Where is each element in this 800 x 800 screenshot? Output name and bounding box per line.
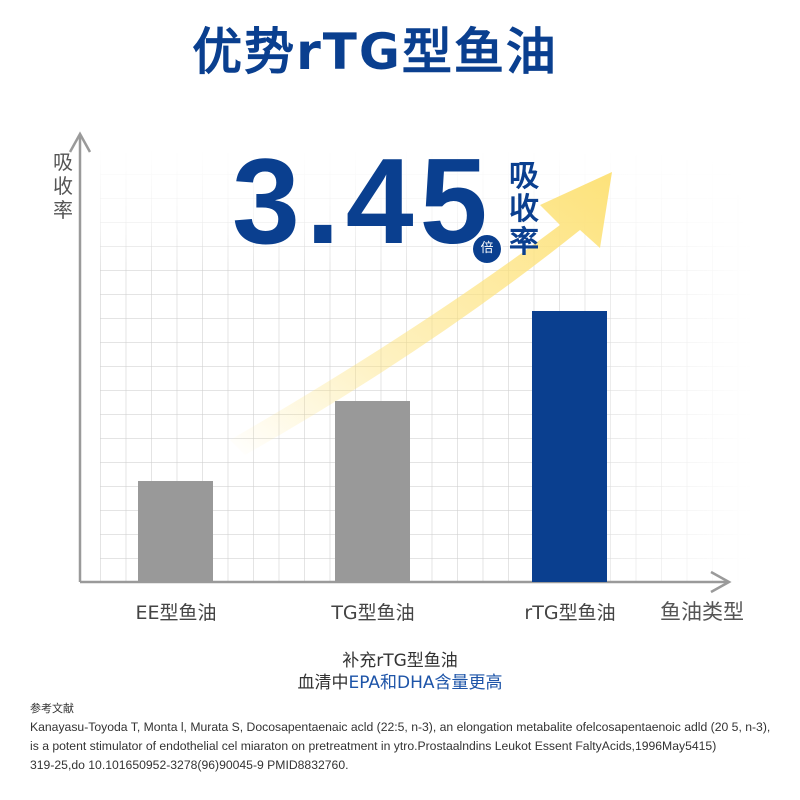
caption-epa: EPA bbox=[348, 673, 381, 693]
reference-line: 319-25,do 10.101650952-3278(96)90045-9 P… bbox=[30, 758, 349, 772]
y-axis-label-char: 率 bbox=[53, 198, 73, 222]
absorption-label-char: 吸 bbox=[509, 159, 539, 194]
y-axis-label-char: 吸 bbox=[53, 150, 73, 174]
caption-dha: DHA bbox=[397, 673, 435, 693]
category-label-rtg: rTG型鱼油 bbox=[524, 602, 616, 624]
caption-and: 和 bbox=[380, 673, 398, 693]
references-title: 参考文献 bbox=[30, 702, 74, 715]
bar-rtg bbox=[532, 311, 607, 582]
absorption-label-char: 率 bbox=[509, 225, 539, 260]
caption-line-1: 补充rTG型鱼油 bbox=[342, 651, 458, 671]
bar-ee bbox=[138, 481, 213, 582]
page-title: 优势rTG型鱼油 bbox=[192, 23, 558, 81]
bar-tg bbox=[335, 401, 410, 582]
y-axis-label-char: 收 bbox=[53, 174, 73, 198]
caption-text: 血清中 bbox=[297, 673, 349, 693]
grid-fade bbox=[100, 150, 750, 270]
caption-line-2: 血清中EPA和DHA含量更高 bbox=[0, 668, 800, 693]
multiplier-value: 3.45 bbox=[232, 133, 494, 269]
x-axis-label: 鱼油类型 bbox=[660, 600, 744, 624]
references-body: Kanayasu-Toyoda T, Monta l, Murata S, Do… bbox=[30, 718, 790, 775]
category-label-ee: EE型鱼油 bbox=[135, 602, 217, 624]
caption-suffix: 含量更高 bbox=[434, 673, 503, 693]
absorption-label-char: 收 bbox=[509, 192, 539, 227]
reference-line: Kanayasu-Toyoda T, Monta l, Murata S, Do… bbox=[30, 720, 771, 734]
reference-line: is a potent stimulator of endothelial ce… bbox=[30, 739, 717, 753]
times-badge: 倍 bbox=[471, 233, 503, 265]
y-axis-label: 吸 收 率 bbox=[52, 150, 74, 222]
category-label-tg: TG型鱼油 bbox=[331, 602, 415, 624]
absorption-rate-label: 吸 收 率 bbox=[508, 160, 540, 259]
